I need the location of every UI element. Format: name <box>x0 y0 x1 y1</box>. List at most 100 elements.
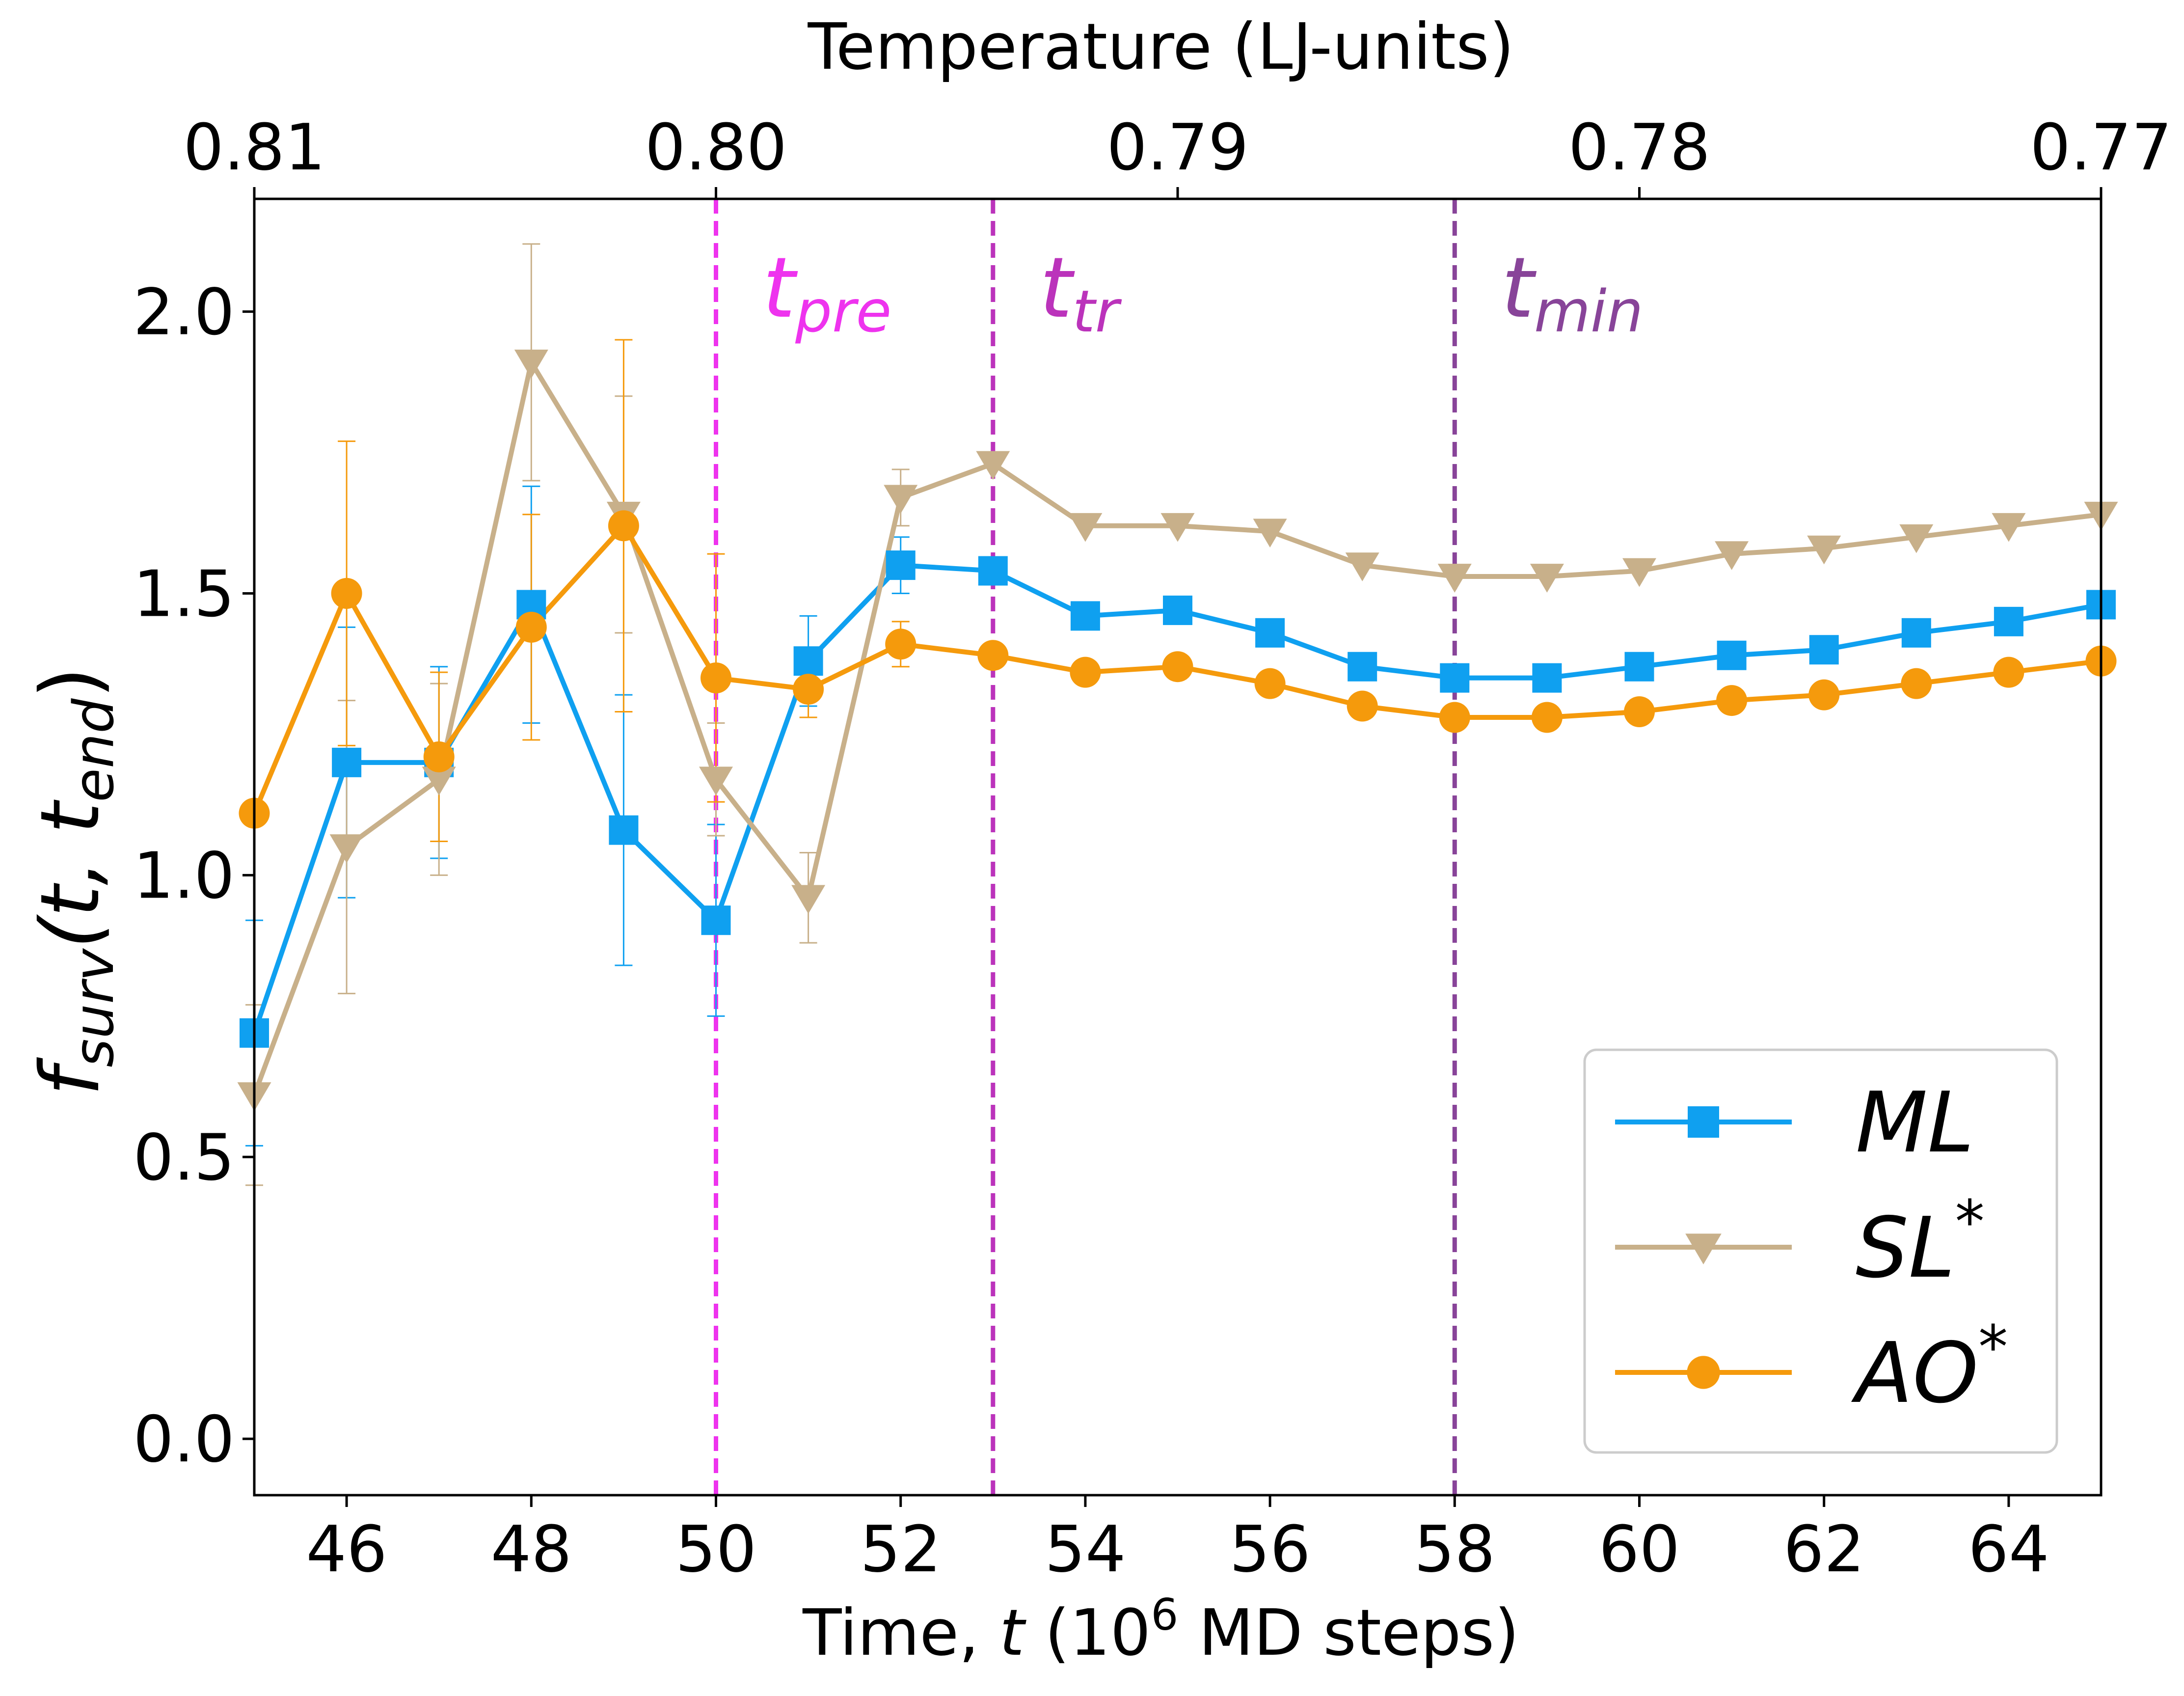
data-point-ao <box>1162 651 1193 683</box>
data-point-ml <box>886 550 916 580</box>
legend-marker-ao <box>1687 1356 1720 1389</box>
top-tick-label: 0.80 <box>645 110 787 185</box>
data-point-ml <box>1532 663 1562 693</box>
data-point-ao <box>331 577 362 609</box>
data-point-ml <box>701 905 731 935</box>
vline-label-sub: tr <box>1072 277 1122 345</box>
vline-label-tr: ttr <box>1040 240 1122 345</box>
x-tick-label: 54 <box>1045 1512 1126 1587</box>
data-point-sl <box>1715 541 1749 570</box>
data-point-ao <box>423 741 455 772</box>
x-tick-label: 52 <box>860 1512 941 1587</box>
data-point-sl <box>422 766 456 796</box>
data-point-ao <box>1808 679 1840 711</box>
vline-label-sub: pre <box>795 277 891 345</box>
data-point-ml <box>1717 640 1747 670</box>
legend-label-ml: ML <box>1856 1074 1974 1172</box>
legend-label-main: ML <box>1856 1074 1974 1172</box>
data-point-sl <box>514 349 548 379</box>
legend-box <box>1583 1048 2058 1454</box>
legend-marker-sl <box>1685 1233 1722 1264</box>
data-point-ml <box>609 815 639 845</box>
legend-label-ao: AO* <box>1851 1313 2008 1422</box>
data-point-sl <box>699 766 733 796</box>
top-tick-label: 0.78 <box>1568 110 1710 185</box>
data-point-ao <box>885 629 917 660</box>
vline-label-pre: tpre <box>763 240 892 345</box>
data-point-ml <box>1070 601 1100 631</box>
data-point-ao <box>1624 696 1655 728</box>
data-point-sl <box>1622 558 1656 587</box>
marker-layer <box>237 349 2118 1111</box>
top-tick-label: 0.77 <box>2030 110 2172 185</box>
data-point-sl <box>1345 552 1379 581</box>
vline-label-main: t <box>1501 240 1537 337</box>
data-point-ao <box>793 674 824 705</box>
x-tick-label: 64 <box>1968 1512 2049 1587</box>
vline-label-min: tmin <box>1501 240 1643 345</box>
legend-label-sup: * <box>1978 1313 2008 1382</box>
data-point-ao <box>608 510 639 542</box>
data-point-ml <box>1994 606 2023 636</box>
data-point-sl <box>1253 519 1287 547</box>
legend-marker-ml <box>1688 1106 1719 1138</box>
x-tick-label: 46 <box>306 1512 387 1587</box>
data-point-ml <box>1809 635 1839 665</box>
x-tick-label: 56 <box>1229 1512 1310 1587</box>
data-point-ml <box>1255 618 1285 648</box>
data-point-ao <box>977 640 1009 671</box>
data-point-ao <box>1993 657 2024 688</box>
x-axis-title: Time, t (106 MD steps) <box>802 1589 1519 1670</box>
data-point-sl <box>976 451 1010 480</box>
x-tick-label: 50 <box>675 1512 756 1587</box>
y-tick-label: 0.5 <box>133 1120 235 1195</box>
data-point-sl <box>1807 535 1841 565</box>
data-point-sl <box>884 485 918 514</box>
x-tick-label: 60 <box>1599 1512 1680 1587</box>
legend-label-sup: * <box>1955 1188 1985 1257</box>
data-point-sl <box>1530 564 1564 593</box>
x-tick-label: 62 <box>1783 1512 1864 1587</box>
vline-label-main: t <box>1040 240 1075 337</box>
data-point-ml <box>332 747 362 777</box>
data-point-ao <box>1347 690 1378 722</box>
data-point-sl <box>791 885 826 914</box>
y-axis-title: fsurv(t, tend) <box>23 667 126 1096</box>
data-point-sl <box>1992 513 2026 542</box>
legend-label-sl: SL* <box>1856 1188 1985 1297</box>
data-point-sl <box>1160 513 1195 542</box>
tick-layer: 46 48 50 52 54 56 58 60 62 64 0.0 0.5 1.0 1.5 2.0 0.81 0… <box>133 110 2172 1587</box>
vline-label-layer: tpre ttr tmin <box>763 240 1644 345</box>
x-tick-label: 48 <box>491 1512 572 1587</box>
data-point-ml <box>978 556 1008 586</box>
top-axis-title: Temperature (LJ-units) <box>808 9 1514 84</box>
data-point-sl <box>1899 524 1934 553</box>
data-point-sl <box>329 834 364 863</box>
data-point-ao <box>1439 702 1470 733</box>
y-tick-label: 2.0 <box>133 275 235 350</box>
y-tick-label: 1.5 <box>133 556 235 631</box>
legend-label-main: AO <box>1851 1325 1978 1422</box>
data-point-ml <box>1440 663 1470 693</box>
legend-label-main: SL <box>1856 1200 1955 1297</box>
data-point-ao <box>515 611 547 643</box>
data-point-ao <box>1531 702 1563 733</box>
top-tick-label: 0.81 <box>183 110 325 185</box>
data-point-ml <box>1624 652 1654 682</box>
vline-label-sub: min <box>1534 277 1644 345</box>
y-tick-label: 1.0 <box>133 838 235 913</box>
top-tick-label: 0.79 <box>1106 110 1248 185</box>
vline-label-main: t <box>763 240 798 337</box>
data-point-ao <box>1254 668 1286 699</box>
data-point-ao <box>1716 685 1748 716</box>
data-point-ml <box>1163 595 1192 625</box>
data-point-ml <box>1348 652 1377 682</box>
data-point-sl <box>1068 513 1103 542</box>
data-point-ml <box>1901 618 1931 648</box>
data-point-ao <box>701 662 731 694</box>
data-point-sl <box>1437 564 1472 593</box>
errorbar-layer <box>245 243 910 1186</box>
